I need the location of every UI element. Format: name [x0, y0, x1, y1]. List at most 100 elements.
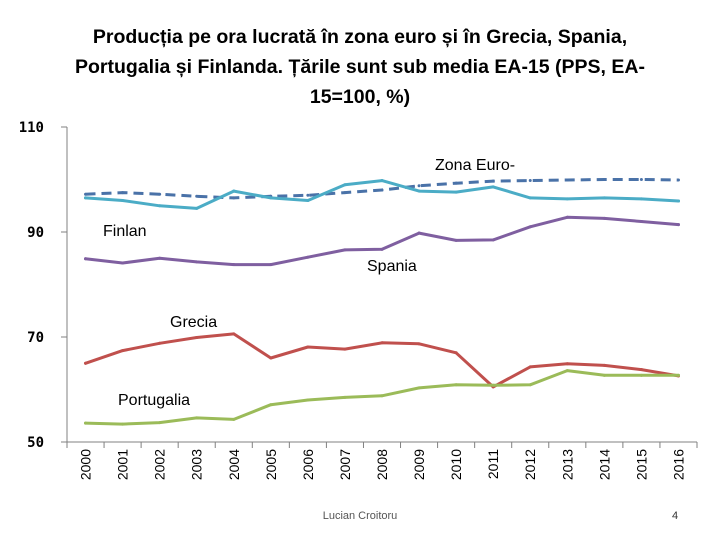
x-tick-label: 2014 — [596, 449, 612, 480]
data-point — [417, 386, 421, 390]
page-number: 4 — [671, 510, 679, 522]
axes: 110 90 70 50 2000 2001 2002 2003 2004 2005 2006 200… — [19, 120, 698, 480]
data-point — [195, 194, 199, 198]
series-label-1: Finlan — [103, 223, 147, 240]
data-point — [158, 421, 162, 425]
x-tick-label: 2015 — [633, 449, 649, 480]
data-point — [380, 179, 384, 183]
data-point — [602, 196, 606, 200]
data-point — [454, 238, 458, 242]
data-point — [454, 181, 458, 185]
data-point — [232, 189, 236, 193]
data-point — [565, 215, 569, 219]
series-label-0: Zona Euro- — [435, 157, 515, 174]
data-point — [84, 421, 88, 425]
data-point — [306, 398, 310, 402]
data-point — [602, 216, 606, 220]
data-point — [380, 247, 384, 251]
data-point — [491, 185, 495, 189]
data-point — [639, 373, 643, 377]
data-point — [121, 261, 125, 265]
x-tick-label: 2012 — [522, 449, 538, 480]
x-tick-label: 2003 — [189, 449, 205, 480]
x-tick-label: 2008 — [374, 449, 390, 480]
data-point — [195, 336, 199, 340]
data-point — [269, 356, 273, 360]
x-tick-label: 2005 — [263, 449, 279, 480]
x-tick-label: 2016 — [670, 449, 686, 480]
x-tick-label: 2004 — [226, 449, 242, 480]
data-point — [676, 178, 680, 182]
data-point — [639, 197, 643, 201]
data-point — [158, 341, 162, 345]
data-point — [232, 196, 236, 200]
data-point — [84, 192, 88, 196]
series-label-3: Grecia — [170, 314, 217, 331]
x-tick-label: 2013 — [559, 449, 575, 480]
x-tick-label: 2001 — [115, 449, 131, 480]
data-point — [528, 196, 532, 200]
data-point — [158, 204, 162, 208]
data-point — [639, 220, 643, 223]
data-point — [343, 347, 347, 351]
data-point — [676, 373, 680, 377]
y-tick-label: 90 — [27, 225, 44, 241]
data-point — [380, 394, 384, 398]
data-point — [306, 345, 310, 349]
y-tick-label: 50 — [27, 435, 44, 451]
series-labels: Zona Euro- Finlan Spania Grecia Portugalia — [103, 157, 515, 409]
data-point — [417, 231, 421, 235]
x-tick-label: 2011 — [485, 449, 501, 479]
data-point — [528, 365, 532, 369]
data-point — [195, 260, 199, 264]
data-point — [528, 383, 532, 387]
data-point — [380, 188, 384, 192]
data-point — [158, 192, 162, 196]
data-point — [380, 341, 384, 345]
data-point — [417, 342, 421, 346]
data-point — [84, 361, 88, 365]
data-point — [565, 369, 569, 373]
data-point — [269, 196, 273, 200]
data-point — [121, 422, 125, 426]
data-point — [639, 178, 643, 181]
series-label-2: Spania — [367, 258, 417, 275]
data-point — [343, 183, 347, 187]
data-point — [121, 199, 125, 202]
chart-title: Producția pe ora lucrată în zona euro și… — [75, 26, 645, 108]
data-point — [602, 178, 606, 181]
x-tick-label: 2009 — [411, 449, 427, 480]
data-point — [306, 199, 310, 202]
x-tick-label: 2007 — [337, 449, 353, 480]
series-label-4: Portugalia — [118, 392, 190, 409]
x-tick-label: 2002 — [152, 449, 168, 480]
data-point — [602, 363, 606, 367]
data-point — [417, 189, 421, 193]
data-point — [491, 179, 495, 183]
data-point — [528, 225, 532, 229]
x-tick-label: 2000 — [78, 449, 94, 480]
x-tick-label: 2010 — [448, 449, 464, 480]
data-point — [565, 197, 569, 201]
data-point — [454, 351, 458, 355]
series-lines — [84, 178, 680, 426]
data-point — [343, 395, 347, 399]
data-point — [232, 332, 236, 336]
x-tick-label: 2006 — [300, 449, 316, 480]
data-point — [491, 238, 495, 242]
data-point — [602, 373, 606, 377]
data-point — [454, 383, 458, 387]
data-point — [121, 191, 125, 195]
data-point — [454, 190, 458, 194]
data-point — [306, 255, 310, 259]
data-point — [639, 368, 643, 372]
data-point — [417, 184, 421, 188]
data-point — [269, 263, 273, 267]
data-point — [84, 257, 88, 261]
y-tick-label: 110 — [19, 120, 44, 136]
data-point — [121, 349, 125, 353]
data-point — [343, 248, 347, 252]
data-point — [676, 199, 680, 203]
data-point — [232, 417, 236, 421]
